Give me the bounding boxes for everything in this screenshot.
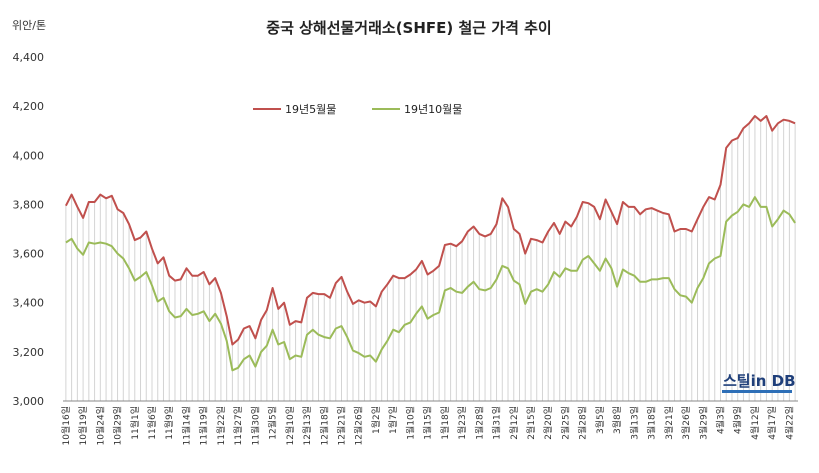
x-tick-label: 11월9일 (163, 406, 175, 440)
x-tick-label: 3월21일 (663, 406, 675, 440)
x-tick-label: 3월29일 (697, 406, 709, 440)
series-layer (65, 115, 796, 372)
x-tick-label: 10월24일 (94, 406, 106, 445)
x-tick-label: 12월13일 (301, 406, 313, 445)
x-tick-label: 11월1일 (129, 406, 141, 440)
x-tick-label: 11월6일 (146, 406, 158, 440)
y-tick-label: 3,200 (13, 346, 45, 359)
x-tick-label: 3월18일 (646, 406, 658, 440)
x-tick-label: 11월14일 (180, 406, 192, 445)
x-tick-label: 4월9일 (732, 406, 744, 434)
x-tick-label: 1월7일 (387, 406, 399, 434)
y-tick-label: 3,800 (13, 198, 45, 211)
y-tick-label: 4,200 (13, 100, 45, 113)
x-tick-label: 1월23일 (456, 406, 468, 440)
x-axis-ticks: 10월16일 10월19일 10월24일 10월29일 11월1일 11월6일 11월9일 1… (60, 406, 796, 445)
x-tick-label: 12월18일 (318, 406, 330, 445)
chart-title: 중국 상해선물거래소(SHFE) 철근 가격 추이 (266, 19, 551, 37)
x-tick-label: 10월16일 (60, 406, 72, 445)
x-tick-label: 4월22일 (783, 406, 795, 440)
x-tick-label: 3월26일 (680, 406, 692, 440)
series-line-1 (65, 115, 796, 346)
x-tick-label: 12월5일 (267, 406, 279, 440)
x-tick-label: 1월10일 (404, 406, 416, 440)
logo-text: 스틸in DB (723, 372, 796, 390)
x-tick-label: 2월15일 (525, 406, 537, 440)
y-tick-label: 3,000 (13, 395, 45, 408)
x-tick-label: 2월12일 (508, 406, 520, 440)
x-tick-label: 11월19일 (198, 406, 210, 445)
x-tick-label: 12월10일 (284, 406, 296, 445)
x-tick-label: 1월15일 (422, 406, 434, 440)
legend: 19년5월물 19년10월물 (253, 103, 462, 116)
x-tick-label: 3월5일 (594, 406, 606, 434)
x-tick-label: 2월20일 (542, 406, 554, 440)
y-tick-label: 3,400 (13, 297, 45, 310)
x-tick-label: 1월31일 (491, 406, 503, 440)
x-tick-label: 10월29일 (112, 406, 124, 445)
vertical-gridlines (65, 115, 796, 401)
x-tick-label: 4월3일 (714, 406, 726, 434)
x-tick-label: 1월28일 (473, 406, 485, 440)
x-tick-label: 12월21일 (335, 406, 347, 445)
x-tick-label: 10월19일 (77, 406, 89, 445)
x-tick-label: 1월2일 (370, 406, 382, 434)
series-line-2 (65, 196, 796, 372)
x-tick-label: 11월27일 (232, 406, 244, 445)
legend-label-series-2: 19년10월물 (404, 103, 462, 116)
y-axis-ticks: 3,000 3,200 3,400 3,600 3,800 4,000 4,200 4,400 (13, 51, 45, 408)
y-tick-label: 4,400 (13, 51, 45, 64)
x-tick-label: 2월25일 (559, 406, 571, 440)
x-tick-label: 3월13일 (628, 406, 640, 440)
legend-label-series-1: 19년5월물 (285, 103, 336, 116)
x-tick-label: 11월22일 (215, 406, 227, 445)
y-tick-label: 4,000 (13, 149, 45, 162)
y-tick-label: 3,600 (13, 248, 45, 261)
x-tick-label: 12월26일 (353, 406, 365, 445)
x-tick-label: 1월18일 (439, 406, 451, 440)
x-tick-label: 3월8일 (611, 406, 623, 434)
x-tick-label: 4월12일 (749, 406, 761, 440)
x-tick-label: 4월17일 (766, 406, 778, 440)
x-tick-label: 2월28일 (577, 406, 589, 440)
steelin-db-logo: 스틸in DB (722, 372, 796, 393)
y-axis-unit-label: 위안/톤 (12, 19, 46, 32)
x-tick-label: 11월30일 (249, 406, 261, 445)
logo-accent-bar (722, 390, 792, 393)
